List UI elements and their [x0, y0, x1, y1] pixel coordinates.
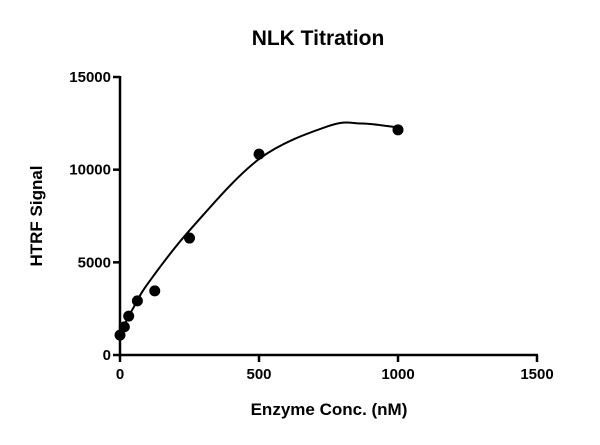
x-tick-label: 500 [246, 366, 271, 383]
data-point [123, 310, 135, 322]
y-tick-label: 5000 [78, 254, 111, 271]
chart-title: NLK Titration [252, 27, 385, 50]
data-point [114, 329, 126, 341]
data-points [114, 124, 404, 341]
x-axis-label: Enzyme Conc. (nM) [251, 400, 408, 419]
y-axis-label: HTRF Signal [27, 165, 46, 266]
x-tick-label: 0 [116, 366, 124, 383]
y-tick-label: 10000 [69, 162, 111, 179]
y-tick-label: 0 [103, 347, 111, 364]
y-tick-label: 15000 [69, 69, 111, 86]
data-point [118, 321, 130, 333]
data-point [184, 232, 195, 244]
x-tick-label: 1000 [381, 366, 414, 383]
x-tick-label: 1500 [520, 366, 553, 383]
data-point [253, 148, 265, 160]
data-point [392, 124, 404, 136]
data-point [149, 285, 161, 297]
data-point [131, 295, 143, 307]
